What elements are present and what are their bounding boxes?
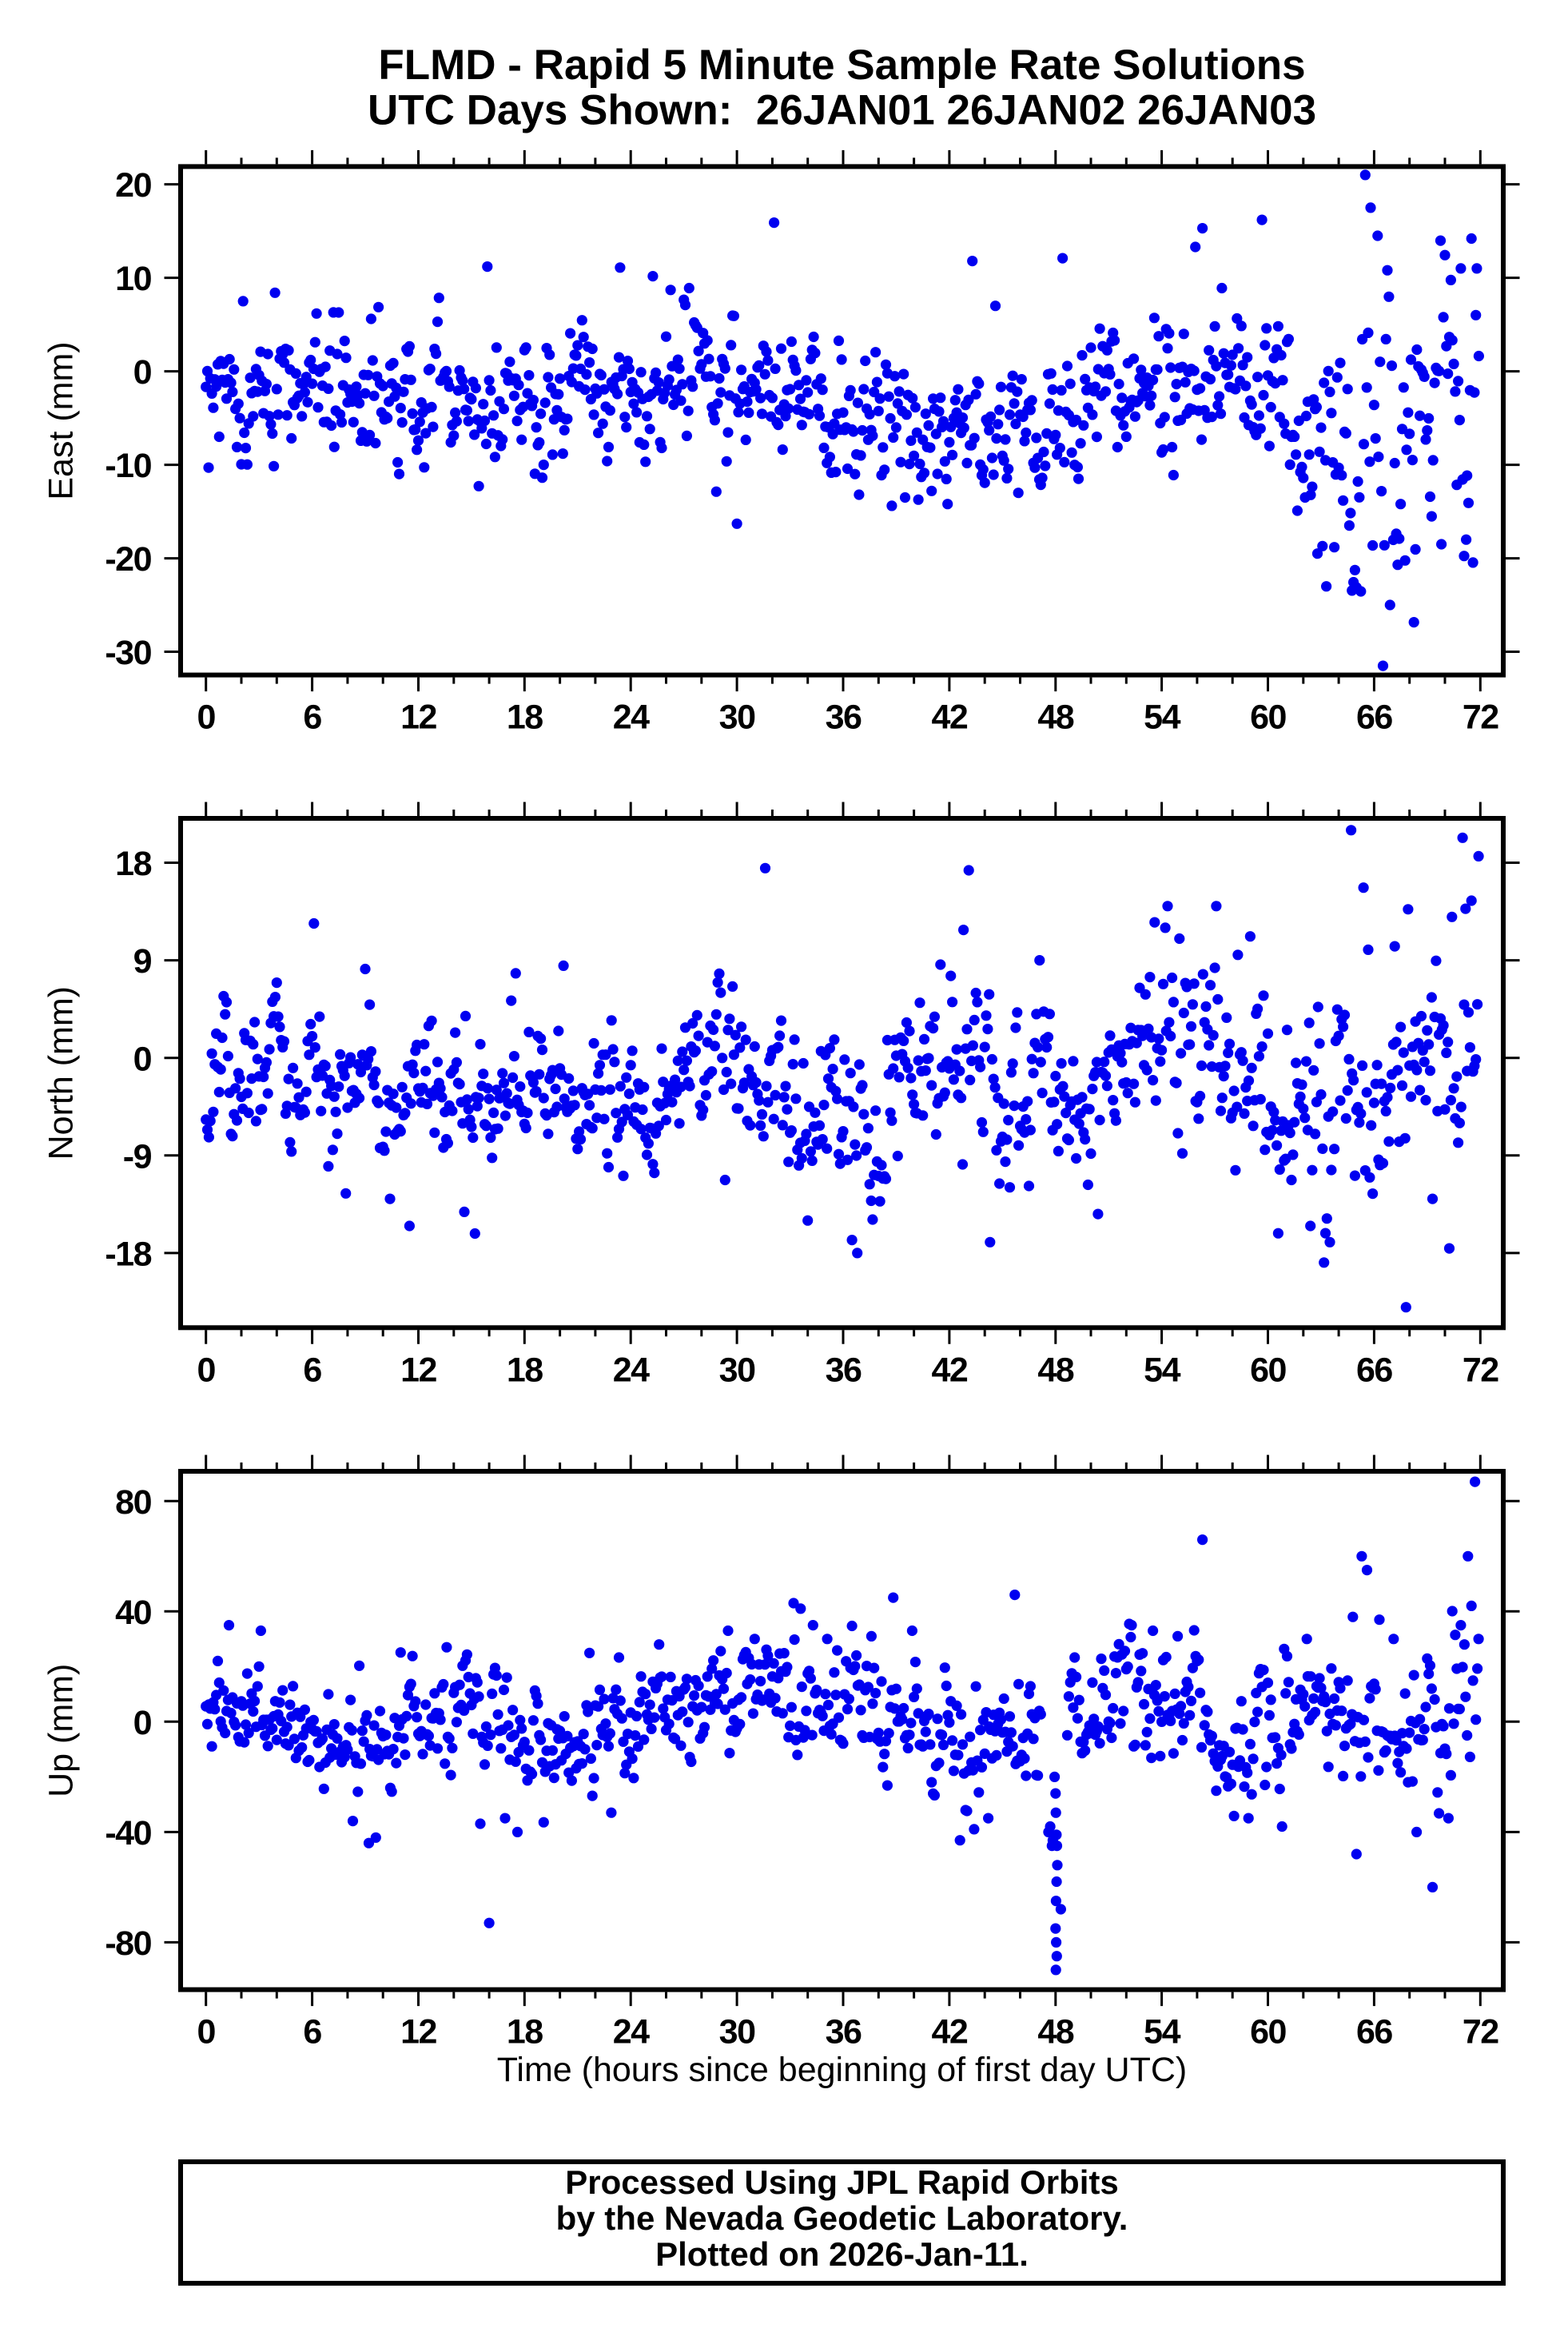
svg-text:20: 20 [115, 166, 151, 205]
svg-text:0: 0 [133, 353, 152, 392]
svg-text:12: 12 [400, 698, 436, 737]
svg-text:36: 36 [826, 698, 862, 737]
svg-text:30: 30 [719, 2013, 755, 2051]
svg-text:48: 48 [1037, 2013, 1073, 2051]
svg-text:24: 24 [613, 2013, 650, 2051]
svg-text:Up (mm): Up (mm) [42, 1664, 81, 1797]
svg-text:42: 42 [931, 2013, 967, 2051]
svg-text:-18: -18 [105, 1236, 151, 1274]
svg-text:6: 6 [303, 698, 321, 737]
svg-text:12: 12 [400, 1351, 436, 1389]
svg-text:54: 54 [1144, 698, 1180, 737]
svg-text:-40: -40 [105, 1814, 151, 1852]
svg-text:9: 9 [133, 942, 152, 981]
svg-text:18: 18 [507, 698, 543, 737]
svg-text:60: 60 [1250, 698, 1286, 737]
svg-text:Processed Using JPL Rapid Orbi: Processed Using JPL Rapid Orbits [565, 2163, 1118, 2201]
svg-text:66: 66 [1356, 2013, 1392, 2051]
svg-text:18: 18 [115, 845, 151, 883]
svg-text:66: 66 [1356, 1351, 1392, 1389]
svg-text:18: 18 [507, 2013, 543, 2051]
svg-text:0: 0 [197, 2013, 215, 2051]
svg-text:72: 72 [1463, 2013, 1498, 2051]
svg-text:30: 30 [719, 698, 755, 737]
svg-text:66: 66 [1356, 698, 1392, 737]
svg-text:0: 0 [133, 1040, 152, 1078]
svg-text:30: 30 [719, 1351, 755, 1389]
svg-text:Plotted on 2026-Jan-11.: Plotted on 2026-Jan-11. [655, 2235, 1029, 2273]
svg-text:-10: -10 [105, 447, 151, 485]
svg-text:24: 24 [613, 1351, 650, 1389]
svg-text:60: 60 [1250, 2013, 1286, 2051]
svg-text:0: 0 [133, 1704, 152, 1742]
svg-text:48: 48 [1037, 1351, 1073, 1389]
svg-text:24: 24 [613, 698, 650, 737]
svg-text:18: 18 [507, 1351, 543, 1389]
svg-text:72: 72 [1463, 698, 1498, 737]
svg-text:-20: -20 [105, 540, 151, 579]
svg-text:60: 60 [1250, 1351, 1286, 1389]
svg-text:-80: -80 [105, 1924, 151, 1963]
svg-text:42: 42 [931, 1351, 967, 1389]
svg-text:6: 6 [303, 1351, 321, 1389]
svg-text:48: 48 [1037, 698, 1073, 737]
svg-text:40: 40 [115, 1594, 151, 1632]
svg-text:54: 54 [1144, 1351, 1180, 1389]
svg-text:0: 0 [197, 1351, 215, 1389]
svg-text:42: 42 [931, 698, 967, 737]
svg-text:FLMD - Rapid 5 Minute Sample R: FLMD - Rapid 5 Minute Sample Rate Soluti… [378, 42, 1305, 89]
svg-text:-30: -30 [105, 634, 151, 672]
svg-text:0: 0 [197, 698, 215, 737]
svg-text:North (mm): North (mm) [42, 986, 81, 1160]
svg-text:Time (hours since beginning of: Time (hours since beginning of first day… [497, 2051, 1188, 2089]
svg-text:12: 12 [400, 2013, 436, 2051]
svg-text:80: 80 [115, 1483, 151, 1522]
svg-text:6: 6 [303, 2013, 321, 2051]
svg-text:by the Nevada Geodetic Laborat: by the Nevada Geodetic Laboratory. [556, 2199, 1128, 2237]
svg-text:54: 54 [1144, 2013, 1180, 2051]
svg-text:36: 36 [826, 2013, 862, 2051]
svg-text:-9: -9 [123, 1137, 152, 1176]
svg-text:36: 36 [826, 1351, 862, 1389]
svg-text:East (mm): East (mm) [42, 341, 81, 499]
svg-text:10: 10 [115, 260, 151, 298]
svg-text:UTC Days Shown: 26JAN01 26JAN: UTC Days Shown: 26JAN01 26JAN02 26JAN03 [368, 87, 1316, 134]
svg-text:72: 72 [1463, 1351, 1498, 1389]
